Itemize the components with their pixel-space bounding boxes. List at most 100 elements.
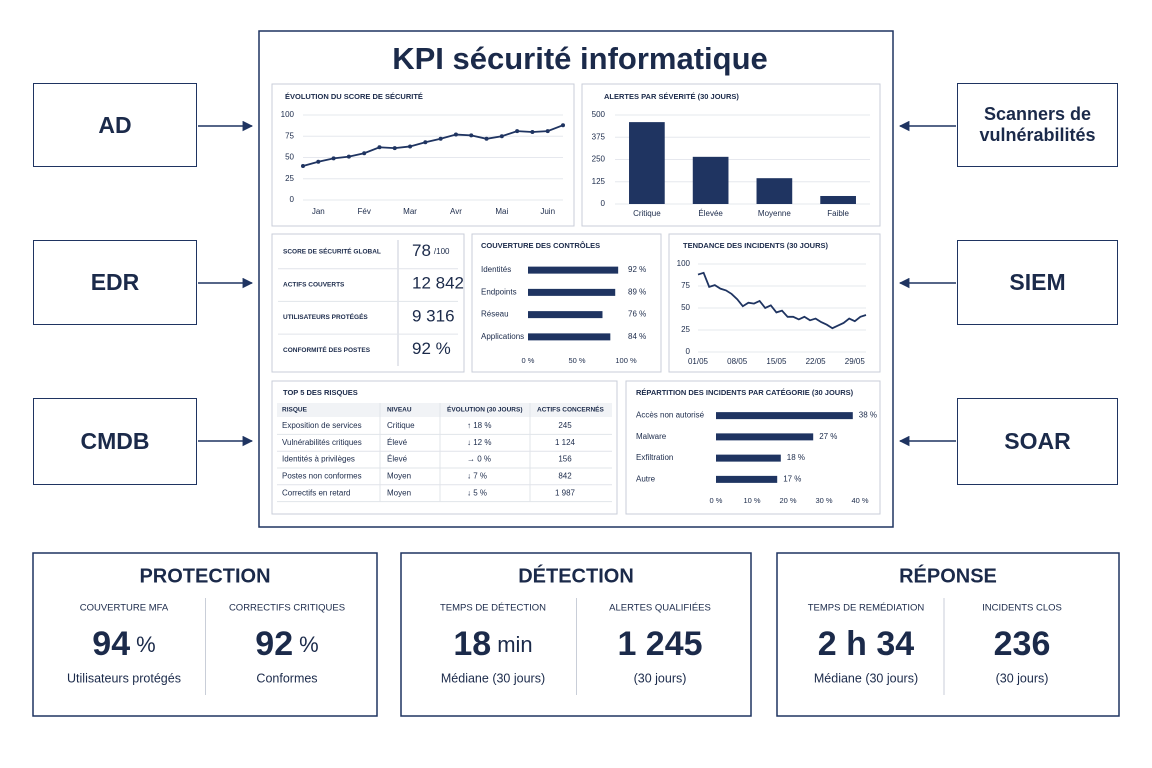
point — [469, 133, 474, 138]
metric-label: INCIDENTS CLOS — [982, 603, 1062, 614]
point — [530, 130, 535, 134]
kpi-value: 12 842 — [412, 274, 464, 293]
point — [316, 159, 321, 164]
table-title: TOP 5 DES RISQUES — [283, 388, 358, 397]
table-cell: Critique — [387, 421, 415, 430]
kpi-label: CONFORMITÉ DES POSTES — [283, 345, 371, 354]
summary-title: PROTECTION — [139, 565, 270, 587]
metric-note: Conformes — [256, 671, 317, 685]
table-cell: Moyen — [387, 488, 411, 497]
summary-title: RÉPONSE — [899, 564, 997, 587]
x-tick-label: 29/05 — [845, 357, 866, 366]
metric-note: Médiane (30 jours) — [441, 671, 545, 685]
table-header: ÉVOLUTION (30 JOURS) — [447, 405, 522, 414]
x-tick-label: Mar — [403, 207, 417, 216]
x-tick-label: 40 % — [851, 496, 868, 505]
kpi-unit: /100 — [434, 247, 450, 256]
metric-label: COUVERTURE MFA — [80, 603, 169, 614]
point — [423, 140, 428, 145]
panel — [581, 83, 881, 227]
metric-value: 94% — [92, 625, 155, 663]
x-tick-label: Faible — [827, 209, 849, 218]
value-label: 18 % — [787, 453, 805, 462]
kpi-number: 78 — [412, 241, 431, 260]
table-cell: Correctifs en retard — [282, 488, 350, 497]
category-label: Malware — [636, 432, 667, 441]
chart-title: TENDANCE DES INCIDENTS (30 JOURS) — [683, 241, 829, 250]
table-cell: 1 987 — [555, 488, 576, 497]
table-cell: Exposition de services — [282, 421, 362, 430]
x-tick-label: 08/05 — [727, 357, 748, 366]
metric-value: 1 245 — [617, 625, 702, 663]
y-tick-label: 0 — [290, 195, 295, 204]
category-label: Endpoints — [481, 287, 517, 296]
bar — [528, 266, 619, 274]
point — [392, 146, 397, 151]
y-tick-label: 25 — [285, 174, 294, 183]
metric-number: 18 — [453, 625, 491, 663]
x-tick-label: Jan — [312, 207, 325, 216]
x-tick-label: 100 % — [615, 356, 637, 365]
table-cell: ↓ 7 % — [467, 472, 487, 481]
chart-title: RÉPARTITION DES INCIDENTS PAR CATÉGORIE … — [636, 388, 854, 397]
bar — [716, 412, 853, 420]
x-tick-label: 01/05 — [688, 357, 709, 366]
kpi-number: 12 842 — [412, 274, 464, 293]
y-tick-label: 250 — [592, 155, 606, 164]
x-tick-label: 15/05 — [766, 357, 787, 366]
table-header-bg — [277, 403, 612, 417]
x-tick-label: Critique — [633, 209, 661, 218]
metric-note: Médiane (30 jours) — [814, 671, 918, 685]
chart-title: COUVERTURE DES CONTRÔLES — [481, 241, 600, 250]
table-cell: 842 — [558, 472, 572, 481]
value-label: 76 % — [628, 310, 646, 319]
table-cell: 245 — [558, 421, 572, 430]
bar — [528, 288, 616, 296]
point — [515, 129, 520, 134]
metric-unit: % — [299, 632, 319, 657]
y-tick-label: 0 — [601, 199, 606, 208]
x-tick-label: 50 % — [568, 356, 585, 365]
x-tick-label: 22/05 — [806, 357, 827, 366]
y-tick-label: 75 — [681, 281, 690, 290]
chart-title: ALERTES PAR SÉVERITÉ (30 JOURS) — [604, 92, 739, 101]
x-tick-label: Fév — [358, 207, 371, 216]
bar — [629, 122, 665, 204]
source-box: EDR — [33, 240, 197, 325]
table-cell: Vulnérabilités critiques — [282, 438, 362, 447]
y-tick-label: 0 — [686, 347, 691, 356]
table-header: RISQUE — [282, 407, 308, 414]
category-label: Exfiltration — [636, 453, 673, 462]
kpi-value: 78/100 — [412, 241, 450, 260]
point — [453, 132, 458, 137]
table-cell: ↓ 5 % — [467, 488, 487, 497]
x-tick-label: 0 % — [710, 496, 723, 505]
category-label: Accès non autorisé — [636, 411, 705, 420]
kpi-label: SCORE DE SÉCURITÉ GLOBAL — [283, 247, 381, 256]
x-tick-label: 10 % — [743, 496, 760, 505]
y-tick-label: 100 — [281, 110, 295, 119]
kpi-label: ACTIFS COUVERTS — [283, 281, 345, 288]
value-label: 38 % — [859, 411, 877, 420]
value-label: 89 % — [628, 287, 646, 296]
table-cell: Élevé — [387, 438, 408, 447]
metric-number: 236 — [994, 625, 1051, 663]
y-tick-label: 375 — [592, 132, 606, 141]
x-tick-label: Avr — [450, 207, 462, 216]
summary-title: DÉTECTION — [518, 564, 634, 587]
metric-number: 2 h 34 — [818, 625, 914, 663]
table-cell: Moyen — [387, 472, 411, 481]
metric-number: 92 — [255, 625, 293, 663]
value-label: 92 % — [628, 265, 646, 274]
metric-note: (30 jours) — [634, 671, 687, 685]
table-cell: Identités à privilèges — [282, 455, 355, 464]
metric-label: CORRECTIFS CRITIQUES — [229, 603, 345, 614]
metric-value: 236 — [994, 625, 1051, 663]
table-cell: Élevé — [387, 455, 408, 464]
bar — [716, 475, 778, 483]
bar — [716, 454, 781, 462]
bar — [528, 311, 603, 319]
y-tick-label: 125 — [592, 177, 606, 186]
chart-title: ÉVOLUTION DU SCORE DE SÉCURITÉ — [285, 92, 423, 101]
